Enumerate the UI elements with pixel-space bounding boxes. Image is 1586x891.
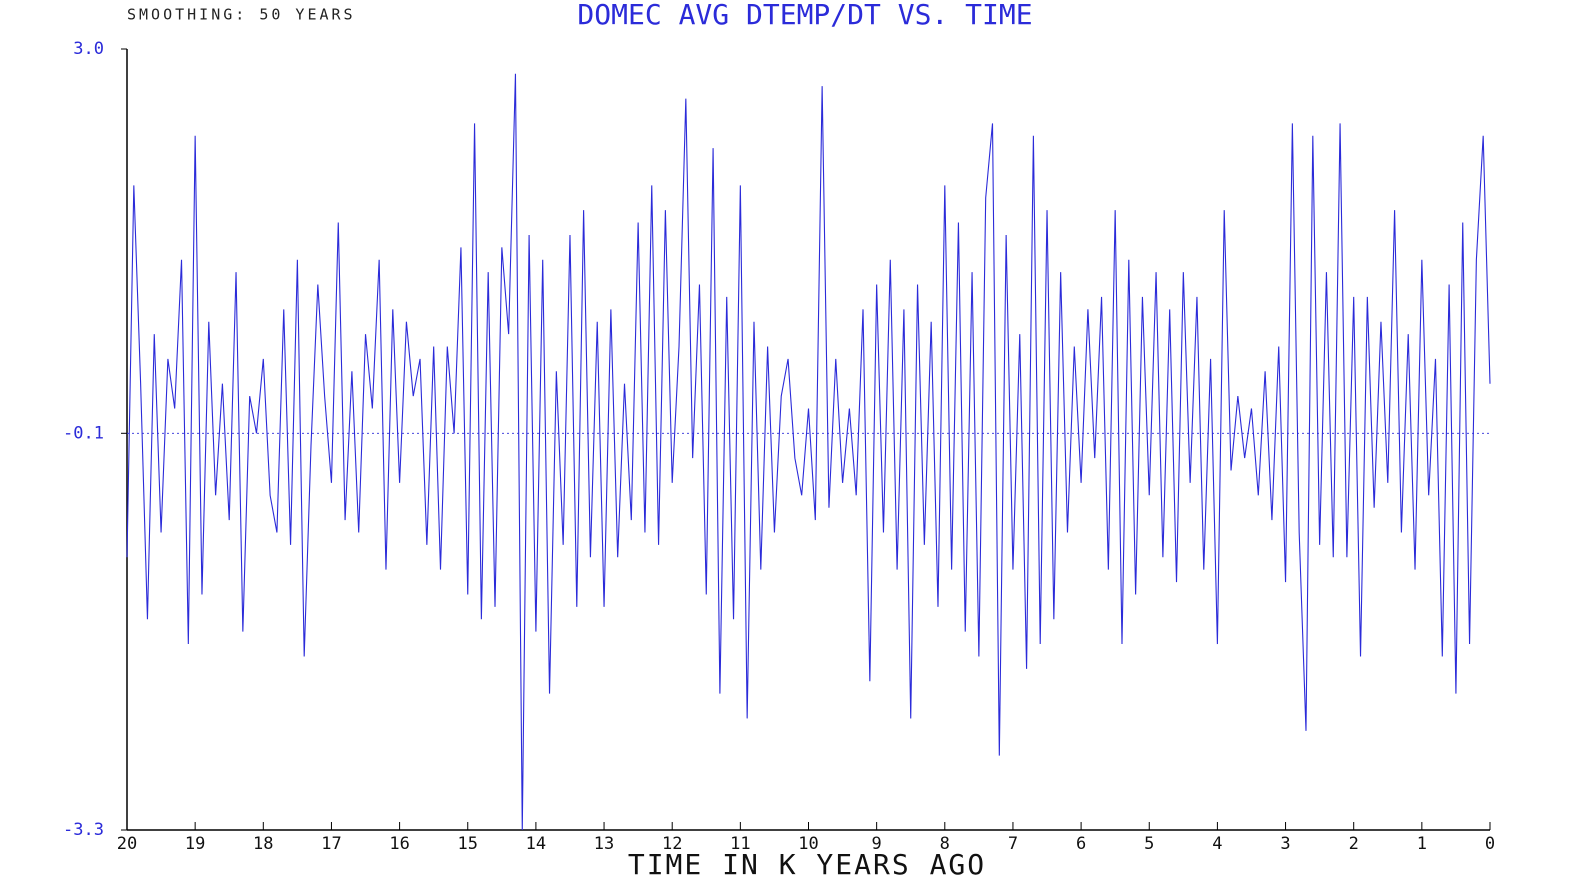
x-tick-label: 13 (594, 834, 614, 854)
x-tick-label: 8 (940, 834, 950, 854)
y-tick-label: 3.0 (73, 39, 104, 59)
x-tick-label: 1 (1417, 834, 1427, 854)
chart-title: DOMEC AVG DTEMP/DT VS. TIME (577, 0, 1032, 31)
x-axis-label: TIME IN K YEARS AGO (628, 848, 986, 881)
y-tick-label: -0.1 (63, 423, 104, 443)
chart-subtitle: SMOOTHING: 50 YEARS (127, 6, 356, 24)
x-tick-label: 12 (662, 834, 682, 854)
x-tick-label: 15 (458, 834, 478, 854)
x-tick-label: 17 (321, 834, 341, 854)
x-tick-label: 4 (1212, 834, 1222, 854)
x-tick-label: 10 (798, 834, 818, 854)
data-line (126, 73, 1491, 831)
x-tick-label: 16 (389, 834, 409, 854)
x-tick-label: 3 (1280, 834, 1290, 854)
x-tick-label: 2 (1349, 834, 1359, 854)
x-tick-label: 7 (1008, 834, 1018, 854)
x-tick-label: 14 (526, 834, 546, 854)
x-tick-label: 0 (1485, 834, 1495, 854)
x-tick-label: 18 (253, 834, 273, 854)
x-tick-label: 20 (117, 834, 137, 854)
x-tick-label: 6 (1076, 834, 1086, 854)
x-tick-label: 9 (872, 834, 882, 854)
x-tick-label: 19 (185, 834, 205, 854)
y-tick-label: -3.3 (63, 820, 104, 840)
x-tick-label: 11 (730, 834, 750, 854)
x-tick-label: 5 (1144, 834, 1154, 854)
